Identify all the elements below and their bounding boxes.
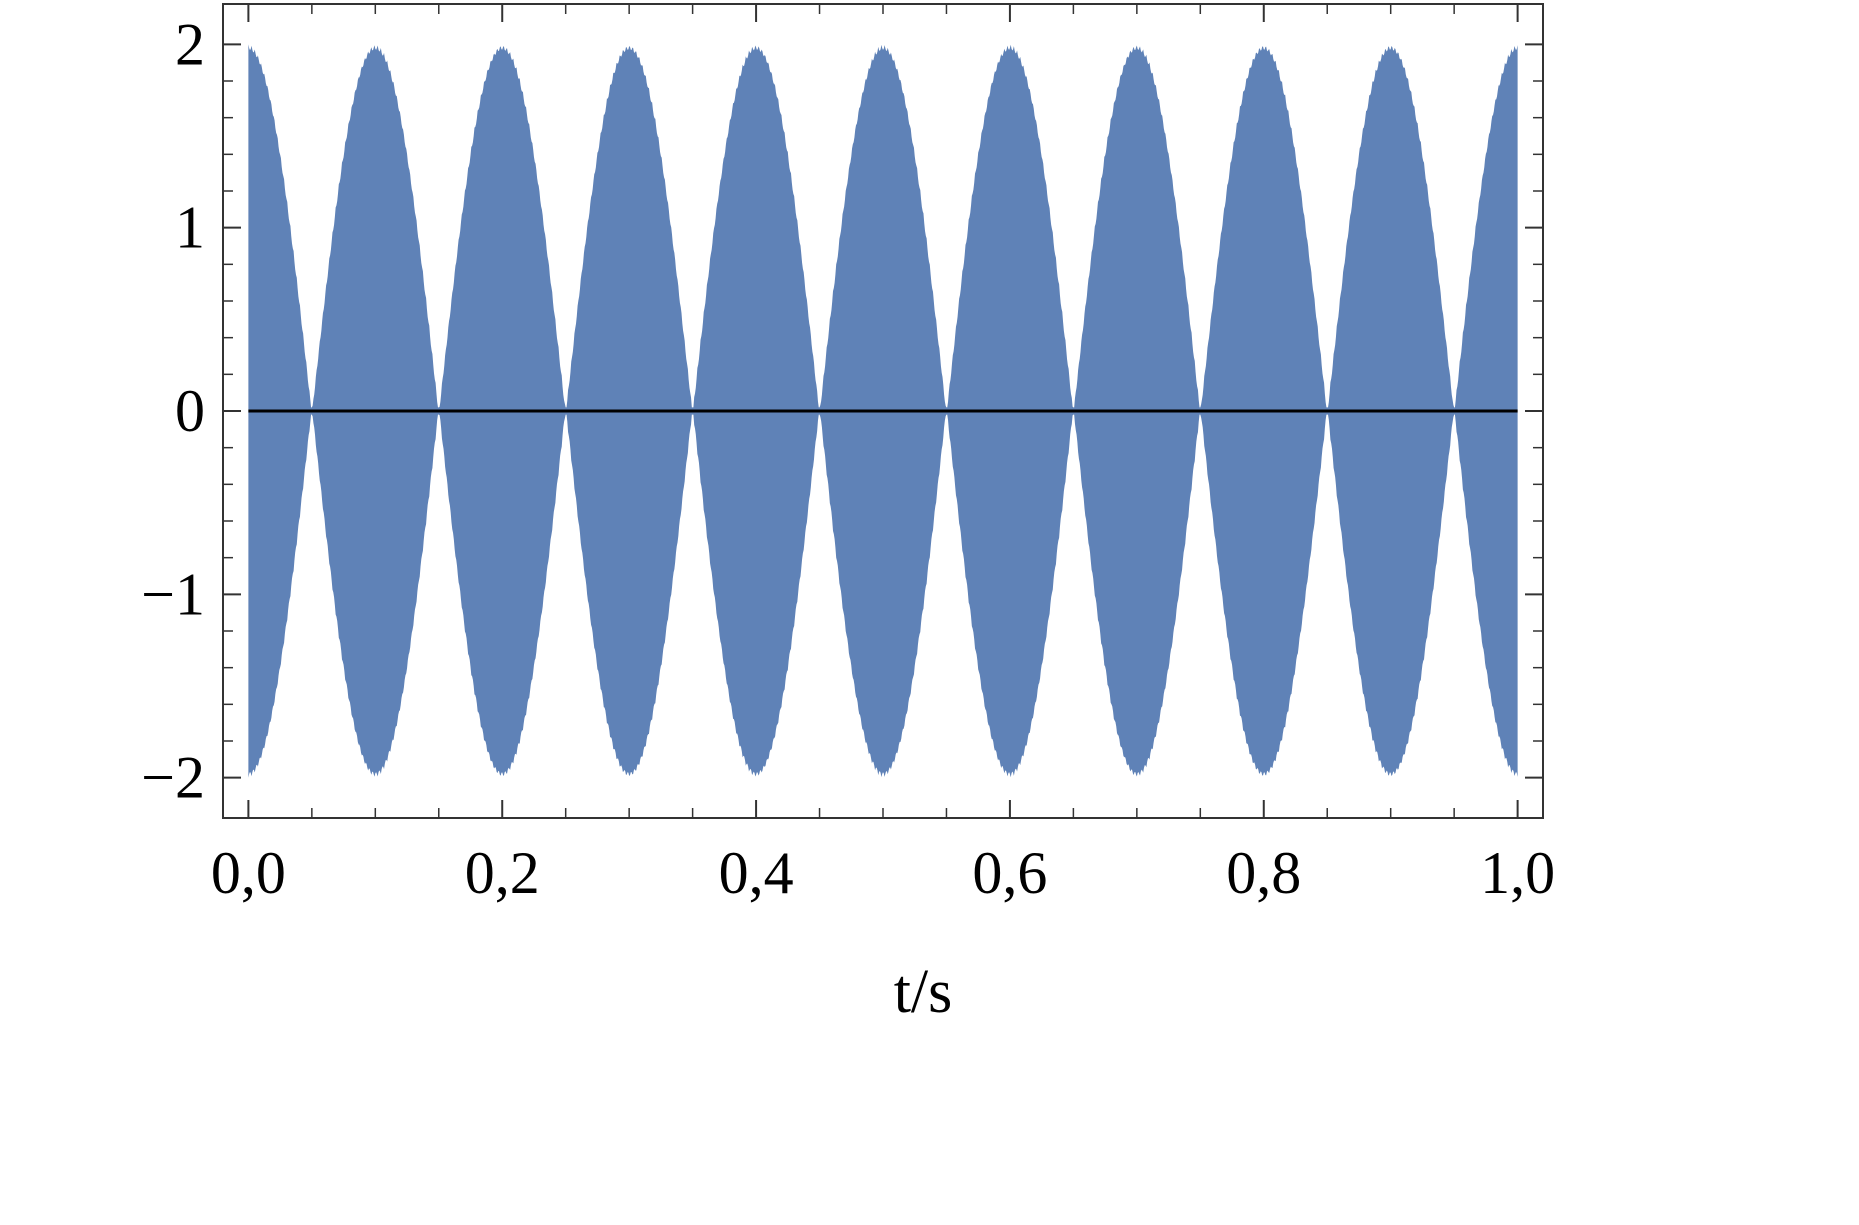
x-tick-label: 0,8 <box>1226 840 1301 906</box>
plot-area <box>248 44 1518 778</box>
y-tick-label: 1 <box>175 195 205 261</box>
x-axis-title: t/s <box>894 958 953 1026</box>
y-axis-ticks: −2 −1 0 1 2 <box>141 11 1543 811</box>
y-tick-label: 0 <box>175 378 205 444</box>
y-tick-label: 2 <box>175 11 205 77</box>
y-tick-label: −2 <box>141 745 205 811</box>
x-tick-label: 1,0 <box>1480 840 1555 906</box>
y-tick-label: −1 <box>141 561 205 627</box>
x-tick-label: 0,6 <box>972 840 1047 906</box>
x-tick-label: 0,2 <box>465 840 540 906</box>
x-tick-label: 0,0 <box>211 840 286 906</box>
x-tick-label: 0,4 <box>719 840 794 906</box>
x-axis-ticks: 0,0 0,2 0,4 0,6 0,8 1,0 <box>211 4 1555 906</box>
